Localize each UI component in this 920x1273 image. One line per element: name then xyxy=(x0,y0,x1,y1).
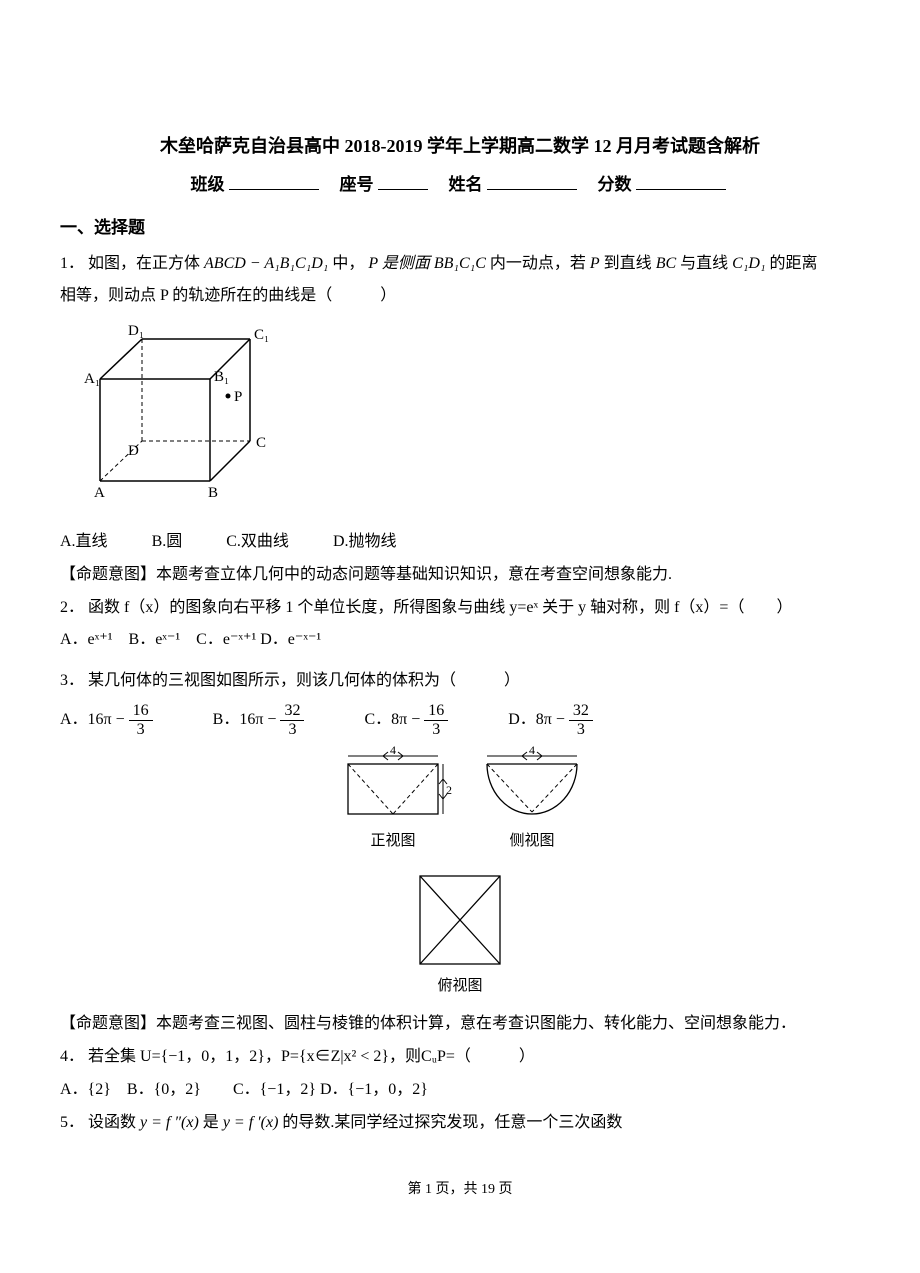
top-view: 俯视图 xyxy=(410,871,510,1000)
q4-text: 若全集 U={−1，0，1，2}，P={x∈Z|x² < 2}，则CᵤP=（ ） xyxy=(88,1048,535,1065)
svg-text:B₁: B₁ xyxy=(214,369,229,385)
q5-y2: y = f ′(x) xyxy=(223,1114,279,1131)
svg-text:4: 4 xyxy=(529,746,535,757)
q1-options: A.直线 B.圆 C.双曲线 D.抛物线 xyxy=(60,528,860,557)
q1-tail: 的距离 xyxy=(770,255,818,272)
svg-text:B: B xyxy=(208,485,218,501)
svg-text:C₁: C₁ xyxy=(254,327,269,343)
q1-opt-c: C.双曲线 xyxy=(226,528,289,557)
question-1: 1． 如图，在正方体 ABCD − A₁B₁C₁D₁ 中， P 是侧面 BB₁C… xyxy=(60,250,860,279)
front-view: 4 2 正视图 xyxy=(333,746,453,855)
q3-opt-d: D．8π − 323 xyxy=(508,702,593,738)
question-5: 5． 设函数 y = f ″(x) 是 y = f ′(x) 的导数.某同学经过… xyxy=(60,1109,860,1138)
seat-blank xyxy=(378,173,428,190)
q1-face: BB₁C₁C xyxy=(434,255,486,272)
q5-num: 5． xyxy=(60,1114,84,1131)
q5-y1: y = f ″(x) xyxy=(140,1114,199,1131)
front-view-label: 正视图 xyxy=(370,828,415,855)
q2-options: A．eˣ⁺¹ B．eˣ⁻¹ C．e⁻ˣ⁺¹ D．e⁻ˣ⁻¹ xyxy=(60,626,860,655)
class-blank xyxy=(229,173,319,190)
q1-pre: 如图，在正方体 xyxy=(88,255,200,272)
q1-num: 1． xyxy=(60,255,84,272)
header-fields: 班级 座号 姓名 分数 xyxy=(60,170,860,201)
q1-note: 【命题意图】本题考查立体几何中的动态问题等基础知识知识，意在考查空间想象能力. xyxy=(60,561,860,590)
class-label: 班级 xyxy=(191,175,225,194)
question-4: 4． 若全集 U={−1，0，1，2}，P={x∈Z|x² < 2}，则CᵤP=… xyxy=(60,1043,860,1072)
fraction-icon: 163 xyxy=(424,702,448,738)
q1-opt-d: D.抛物线 xyxy=(333,528,397,557)
score-blank xyxy=(636,173,726,190)
svg-text:D₁: D₁ xyxy=(128,323,144,339)
page-footer: 第 1 页，共 19 页 xyxy=(60,1177,860,1202)
svg-text:A₁: A₁ xyxy=(84,371,100,387)
q3-opt-d-pre: D．8π − xyxy=(508,706,565,735)
seat-label: 座号 xyxy=(340,175,374,194)
svg-text:D: D xyxy=(128,443,139,459)
q3-opt-b: B．16π − 323 xyxy=(213,702,305,738)
score-label: 分数 xyxy=(598,175,632,194)
q5-mid: 是 xyxy=(203,1114,219,1131)
q1-expr: ABCD − A₁B₁C₁D₁ xyxy=(204,255,328,272)
svg-text:A: A xyxy=(94,485,105,501)
q3-opt-a: A．16π − 163 xyxy=(60,702,153,738)
q5-tail: 的导数.某同学经过探究发现，任意一个三次函数 xyxy=(282,1114,622,1131)
q3-options: A．16π − 163 B．16π − 323 C．8π − 163 D．8π … xyxy=(60,702,860,738)
name-label: 姓名 xyxy=(449,175,483,194)
q3-opt-a-pre: A．16π − xyxy=(60,706,125,735)
svg-text:C: C xyxy=(256,435,266,451)
q3-text: 某几何体的三视图如图所示，则该几何体的体积为（ ） xyxy=(88,672,520,689)
q3-opt-b-pre: B．16π − xyxy=(213,706,277,735)
q3-opt-c: C．8π − 163 xyxy=(364,702,448,738)
side-view: 4 侧视图 xyxy=(477,746,587,855)
exam-title: 木垒哈萨克自治县高中 2018-2019 学年上学期高二数学 12 月月考试题含… xyxy=(60,130,860,162)
q1-bc: BC xyxy=(656,255,676,272)
question-1-line2: 相等，则动点 P 的轨迹所在的曲线是（ ） xyxy=(60,282,860,311)
svg-text:P: P xyxy=(234,389,242,405)
q1-p: P xyxy=(590,255,600,272)
top-view-label: 俯视图 xyxy=(437,973,482,1000)
q1-opt-a: A.直线 xyxy=(60,528,108,557)
q4-options: A．{2} B．{0，2} C．{−1，2} D．{−1，0，2} xyxy=(60,1076,860,1105)
q2-num: 2． xyxy=(60,599,84,616)
fraction-icon: 163 xyxy=(129,702,153,738)
q3-note: 【命题意图】本题考查三视图、圆柱与棱锥的体积计算，意在考查识图能力、转化能力、空… xyxy=(60,1010,860,1039)
fraction-icon: 323 xyxy=(280,702,304,738)
q1-mid2: 内一动点，若 xyxy=(490,255,586,272)
three-views: 4 2 正视图 4 侧视图 xyxy=(60,746,860,1000)
cube-diagram: A B C D A₁ B₁ C₁ D₁ P xyxy=(80,321,860,522)
q4-num: 4． xyxy=(60,1048,84,1065)
q1-opt-b: B.圆 xyxy=(152,528,183,557)
q3-opt-c-pre: C．8π − xyxy=(364,706,420,735)
q3-num: 3． xyxy=(60,672,84,689)
side-view-label: 侧视图 xyxy=(509,828,554,855)
name-blank xyxy=(487,173,577,190)
q2-text: 函数 f（x）的图象向右平移 1 个单位长度，所得图象与曲线 y=eˣ 关于 y… xyxy=(88,599,792,616)
fraction-icon: 323 xyxy=(569,702,593,738)
svg-text:2: 2 xyxy=(446,783,452,797)
question-3: 3． 某几何体的三视图如图所示，则该几何体的体积为（ ） xyxy=(60,667,860,696)
q5-pre: 设函数 xyxy=(88,1114,136,1131)
q1-c1d1: C₁D₁ xyxy=(732,255,765,272)
question-2: 2． 函数 f（x）的图象向右平移 1 个单位长度，所得图象与曲线 y=eˣ 关… xyxy=(60,594,860,623)
q1-p-is: P 是侧面 xyxy=(368,255,430,272)
q1-to: 到直线 xyxy=(604,255,652,272)
svg-text:4: 4 xyxy=(390,746,396,757)
section-1-title: 一、选择题 xyxy=(60,213,860,244)
q1-and: 与直线 xyxy=(680,255,728,272)
q1-mid: 中， xyxy=(332,255,364,272)
